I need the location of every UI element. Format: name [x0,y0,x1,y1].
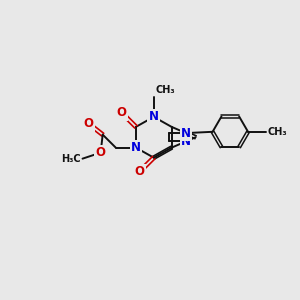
Text: N: N [131,141,141,154]
Text: O: O [84,117,94,130]
Text: N: N [181,135,191,148]
Text: O: O [96,146,106,159]
Text: N: N [149,110,159,123]
Text: CH₃: CH₃ [155,85,175,95]
Text: O: O [135,165,145,178]
Text: H₃C: H₃C [61,154,81,164]
Text: N: N [181,127,191,140]
Text: CH₃: CH₃ [268,127,287,137]
Text: O: O [117,106,127,119]
